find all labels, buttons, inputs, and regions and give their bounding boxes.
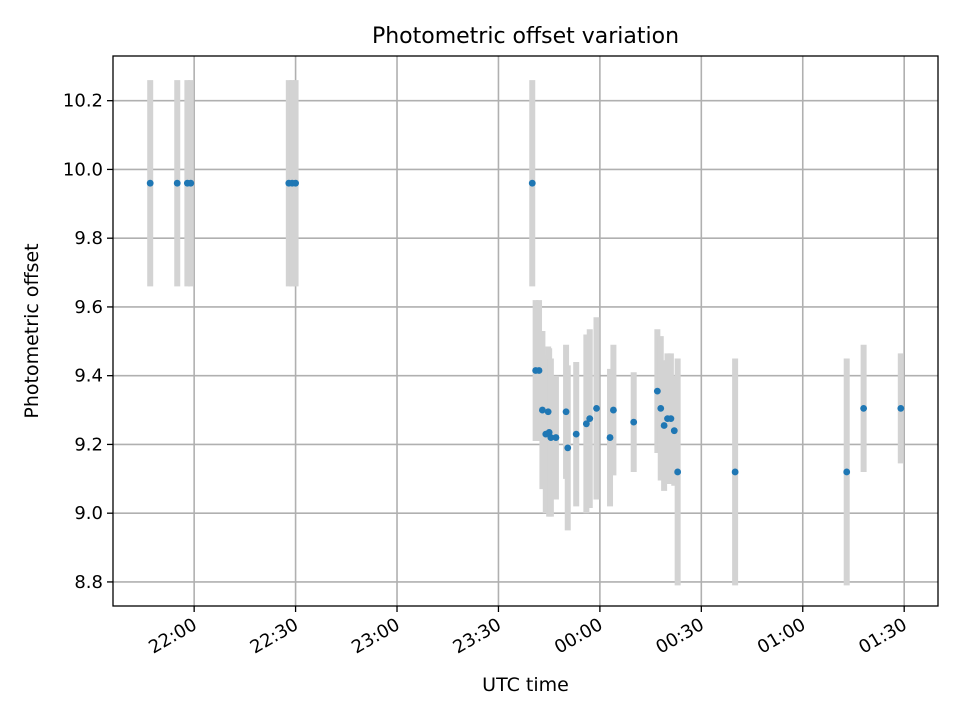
data-point [897,404,905,412]
data-point [606,434,614,441]
data-points [146,179,905,476]
data-point [731,468,739,476]
data-point [146,179,154,187]
data-point [535,367,543,374]
data-point [657,404,665,412]
y-tick-label: 10.0 [63,159,103,180]
y-tick-label: 10.2 [63,91,103,112]
y-axis-label: Photometric offset [21,243,43,418]
data-point [528,179,536,187]
data-point [660,422,668,429]
data-point [582,420,590,428]
y-tick-label: 8.8 [74,572,103,593]
data-point [552,434,560,441]
data-point [586,415,594,423]
data-point [544,408,552,416]
y-tick-label: 9.0 [74,503,103,524]
data-point [187,179,195,187]
data-point [572,430,580,438]
x-axis-label: UTC time [482,674,569,696]
data-point [860,404,868,412]
data-point [564,444,572,452]
data-point [593,404,600,412]
data-point [547,434,555,441]
y-axis-ticks: 8.8 9.0 9.2 9.4 9.6 9.8 10.0 10.2 [63,91,113,593]
chart-title: Photometric offset variation [372,24,679,49]
data-point [545,429,553,436]
plot-frame [112,55,939,607]
y-tick-label: 9.4 [74,366,103,387]
y-tick-label: 9.8 [74,228,103,249]
data-point [610,406,617,414]
data-point [653,387,661,395]
y-tick-label: 9.6 [74,297,103,318]
data-point [539,406,546,414]
data-point [562,408,570,416]
data-point [843,468,851,476]
data-point [173,179,181,187]
data-point [674,468,682,476]
grid [113,56,938,606]
data-point [667,415,675,423]
data-point [630,418,638,426]
data-point [670,427,678,435]
y-tick-label: 9.2 [74,434,103,455]
data-point [292,179,299,187]
